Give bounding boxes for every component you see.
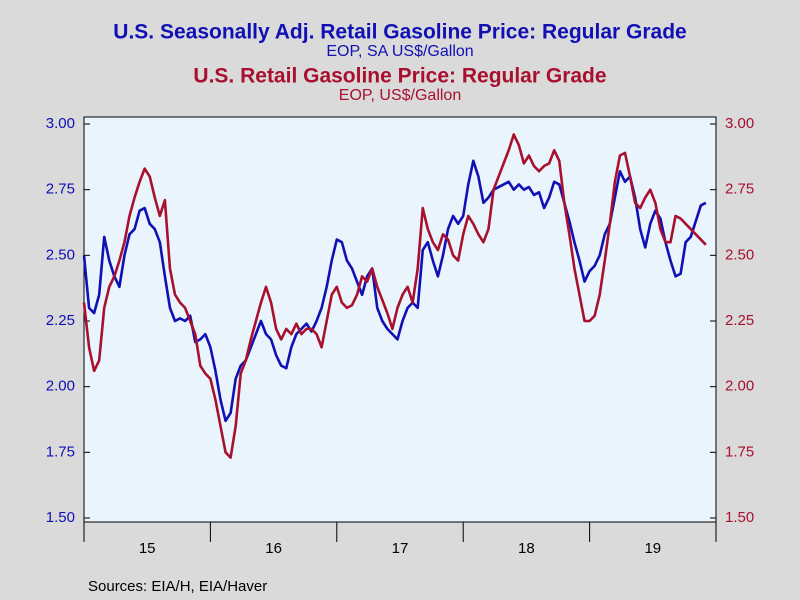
legend-subtitle: EOP, US$/Gallon <box>339 87 461 104</box>
y-tick-label: 2.75 <box>46 181 75 198</box>
y2-tick-label: 1.75 <box>725 443 754 460</box>
series-line <box>82 133 707 459</box>
legend-title: U.S. Retail Gasoline Price: Regular Grad… <box>193 65 606 88</box>
y2-tick-label: 2.75 <box>725 181 754 198</box>
y2-tick-label: 2.00 <box>725 378 754 395</box>
y-tick-label: 1.50 <box>46 509 75 526</box>
y-tick-label: 1.75 <box>46 443 75 460</box>
x-tick-label: 19 <box>644 540 661 557</box>
x-tick-label: 16 <box>265 540 282 557</box>
legend-title: U.S. Seasonally Adj. Retail Gasoline Pri… <box>113 21 686 44</box>
x-tick-label: 17 <box>392 540 409 557</box>
x-tick-label: 18 <box>518 540 535 557</box>
y2-tick-label: 2.25 <box>725 312 754 329</box>
x-tick-label: 15 <box>139 540 156 557</box>
y2-tick-label: 2.50 <box>725 246 754 263</box>
y-tick-label: 2.50 <box>46 246 75 263</box>
y-tick-label: 3.00 <box>46 115 75 132</box>
series-line <box>82 159 707 423</box>
y-tick-label: 2.25 <box>46 312 75 329</box>
y2-tick-label: 3.00 <box>725 115 754 132</box>
y-tick-label: 2.00 <box>46 378 75 395</box>
legend-subtitle: EOP, SA US$/Gallon <box>326 43 473 60</box>
source-note: Sources: EIA/H, EIA/Haver <box>88 578 267 595</box>
y2-tick-label: 1.50 <box>725 509 754 526</box>
